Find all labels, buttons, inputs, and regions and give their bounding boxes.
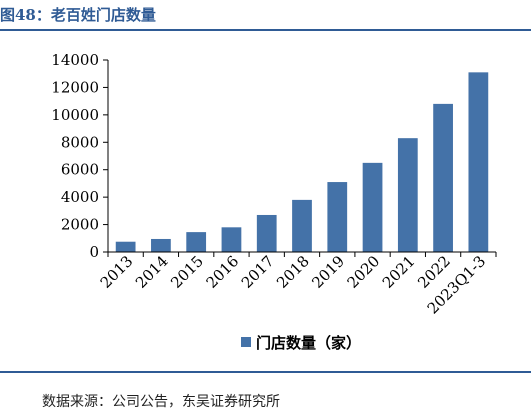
- y-tick-label: 10000: [51, 106, 99, 124]
- x-tick-label: 2021: [379, 252, 419, 292]
- source-note: 数据来源：公司公告，东吴证券研究所: [42, 394, 280, 410]
- x-tick-label: 2016: [203, 252, 243, 292]
- y-tick-label: 14000: [51, 51, 99, 69]
- bars: [115, 72, 489, 252]
- bar-2014: [151, 238, 171, 252]
- x-tick-label: 2020: [344, 252, 384, 292]
- legend-swatch: [241, 337, 251, 347]
- y-tick-label: 8000: [61, 133, 99, 151]
- legend: 门店数量（家）: [241, 334, 361, 352]
- bar-2022: [433, 103, 453, 252]
- x-tick-label: 2017: [238, 252, 278, 292]
- y-tick-label: 6000: [61, 161, 99, 179]
- x-tick-label: 2014: [132, 252, 172, 292]
- y-axis-ticks: [103, 59, 108, 253]
- x-tick-label: 2019: [308, 252, 348, 292]
- legend-label: 门店数量（家）: [256, 334, 361, 352]
- figure-title: 图48：老百姓门店数量: [0, 6, 156, 24]
- y-tick-label: 12000: [51, 78, 99, 96]
- bar-2018: [292, 199, 312, 252]
- x-tick-label: 2013: [97, 252, 137, 292]
- bar-2015: [186, 232, 207, 252]
- x-tick-label: 2015: [167, 252, 207, 292]
- bar-2019: [327, 182, 348, 252]
- bar-2021: [397, 138, 418, 252]
- bar-2023Q1-3: [468, 72, 489, 252]
- bar-2020: [362, 162, 383, 252]
- x-axis-ticks: [107, 252, 497, 257]
- bar-2013: [115, 241, 136, 252]
- y-axis-labels: 0 2000 4000 6000 8000 10000 12000 14000: [51, 51, 99, 261]
- y-tick-label: 2000: [61, 216, 99, 234]
- title-divider: [0, 29, 531, 31]
- y-tick-label: 0: [89, 243, 99, 261]
- x-tick-label: 2018: [273, 252, 313, 292]
- bar-2017: [256, 214, 277, 252]
- y-tick-label: 4000: [61, 188, 99, 206]
- source-divider: [0, 371, 531, 373]
- bar-2016: [221, 227, 242, 252]
- x-axis-labels: 2013201420152016201720182019202020212022…: [97, 252, 489, 318]
